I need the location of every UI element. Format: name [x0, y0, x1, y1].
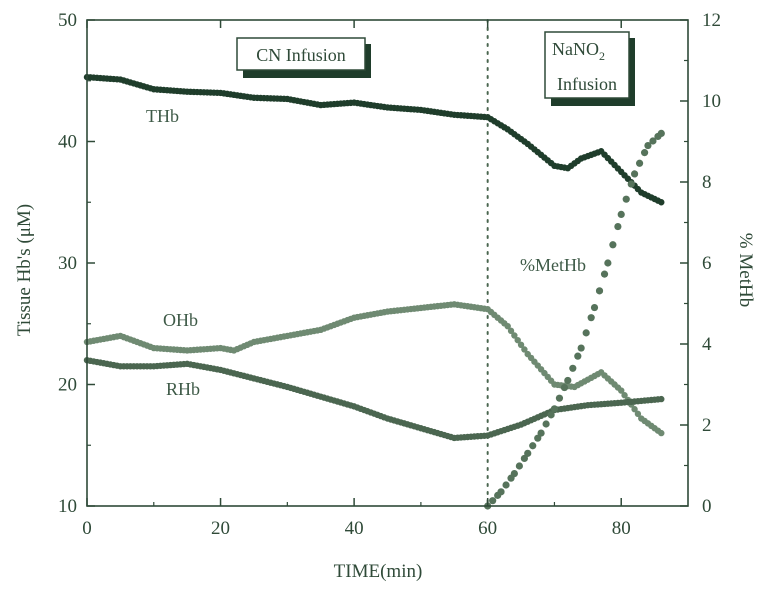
x-tick-label: 20 — [211, 518, 230, 539]
data-point — [649, 137, 657, 145]
data-point — [507, 327, 515, 335]
data-point — [529, 442, 537, 450]
series-label-rhb: RHb — [166, 379, 200, 399]
data-point — [631, 406, 638, 413]
annotation-box — [236, 37, 366, 71]
data-point — [577, 344, 585, 352]
plot-area — [83, 19, 665, 510]
data-point — [534, 434, 542, 442]
y2-axis-title: % MetHb — [735, 233, 756, 307]
annotation-cn-infusion-text: CN Infusion — [256, 45, 346, 65]
x-tick-label: 80 — [612, 518, 631, 539]
y2-tick-label: 8 — [702, 172, 712, 193]
axis-ticks: 0 20 40 60 80 10 20 30 40 50 0 2 4 6 8 10 12 — [58, 10, 721, 539]
data-point — [634, 410, 642, 418]
y-axis-title: Tissue Hb's (μM) — [14, 204, 35, 336]
data-point — [621, 392, 628, 399]
data-point — [517, 341, 525, 349]
x-axis-title: TIME(min) — [334, 561, 423, 582]
x-tick-label: 40 — [345, 518, 364, 539]
y-tick-label: 50 — [58, 10, 77, 31]
data-point — [658, 199, 665, 206]
data-point — [542, 420, 550, 428]
data-point — [564, 376, 572, 385]
data-point — [587, 314, 595, 322]
y-tick-label: 40 — [58, 132, 77, 153]
series-thb — [83, 73, 665, 206]
data-point — [489, 497, 497, 505]
data-point — [590, 303, 599, 312]
data-point — [630, 170, 639, 178]
y2-tick-label: 12 — [702, 10, 721, 31]
data-point — [515, 462, 523, 470]
y-tick-label: 30 — [58, 253, 77, 274]
data-point — [644, 141, 652, 150]
data-point — [521, 346, 528, 353]
data-point — [635, 159, 644, 167]
series-rhb — [83, 357, 665, 442]
annotation-cn-infusion: CN Infusion — [236, 37, 371, 78]
data-point — [574, 352, 582, 360]
data-point — [604, 259, 612, 267]
annotation-nano2-infusion: NaNO2 Infusion — [544, 31, 635, 106]
y2-tick-label: 10 — [702, 91, 721, 112]
series-label-ohb: OHb — [163, 310, 198, 330]
x-tick-label: 0 — [82, 518, 92, 539]
data-point — [520, 454, 528, 463]
data-point — [502, 481, 510, 489]
annotation-infusion-text: Infusion — [557, 74, 617, 94]
data-point — [497, 488, 505, 496]
data-point — [547, 411, 555, 419]
annotation-nano2-text: NaNO2 — [552, 39, 605, 63]
data-point — [622, 195, 630, 203]
annotation-nano2-main: NaNO — [552, 39, 599, 59]
data-point — [560, 383, 569, 392]
series-label-thb: THb — [146, 106, 179, 126]
data-point — [582, 329, 590, 337]
data-point — [614, 222, 622, 231]
data-point — [640, 149, 649, 157]
data-point — [537, 429, 545, 437]
data-point — [511, 332, 518, 339]
data-point — [524, 449, 532, 457]
data-point — [600, 270, 609, 278]
data-point — [627, 180, 635, 188]
series-pct-methb — [484, 129, 665, 510]
data-point — [617, 210, 625, 218]
series-label-methb: %MetHb — [520, 255, 586, 275]
annotation-nano2-subscript: 2 — [599, 49, 605, 63]
data-point — [555, 394, 564, 402]
y2-tick-label: 2 — [702, 415, 712, 436]
data-point — [510, 470, 518, 478]
data-point — [657, 129, 665, 137]
data-point — [658, 395, 665, 403]
y-tick-label: 10 — [58, 496, 77, 517]
y2-tick-label: 0 — [702, 496, 712, 517]
data-point — [595, 287, 604, 295]
x-tick-label: 60 — [478, 518, 497, 539]
data-point — [504, 322, 511, 330]
annotation-box — [544, 31, 630, 99]
data-point — [550, 405, 559, 413]
data-point — [658, 429, 665, 437]
data-point — [618, 387, 625, 394]
y2-tick-label: 4 — [702, 334, 712, 355]
y-tick-label: 20 — [58, 375, 77, 396]
data-point — [569, 364, 577, 372]
series-ohb — [83, 301, 665, 437]
data-point — [609, 241, 617, 249]
y2-tick-label: 6 — [702, 253, 712, 274]
data-point — [514, 336, 521, 344]
